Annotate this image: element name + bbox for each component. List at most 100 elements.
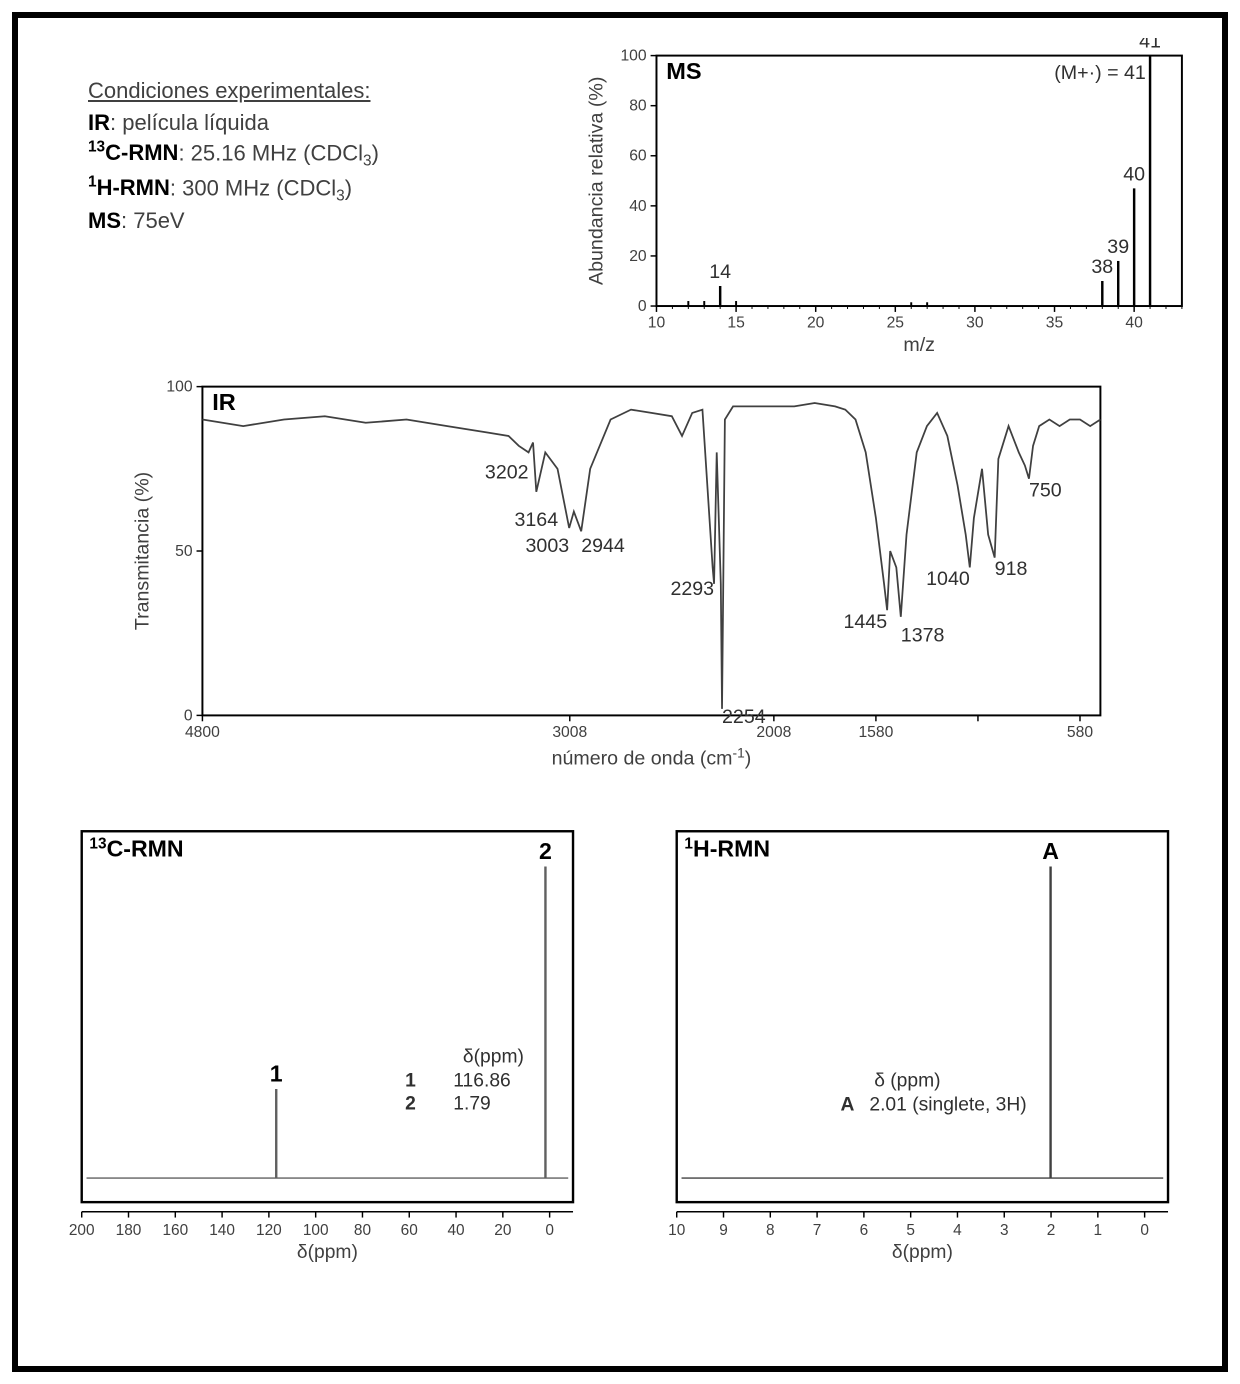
cond-ir-label: IR [88,110,110,135]
svg-text:160: 160 [162,1222,188,1239]
svg-text:1: 1 [405,1071,416,1092]
svg-text:0: 0 [545,1222,554,1239]
svg-text:14: 14 [710,261,732,283]
svg-text:A: A [840,1095,854,1116]
cond-ms-label: MS [88,208,121,233]
cond-ms: MS: 75eV [88,208,553,234]
svg-text:2293: 2293 [671,578,715,600]
ir-panel: 0501004800300820081580580320231643003294… [119,368,1120,788]
cond-ir-value: : película líquida [110,110,269,135]
svg-text:2944: 2944 [582,535,626,557]
svg-text:m/z: m/z [904,334,936,356]
conditions-title: Condiciones experimentales: [88,78,553,104]
svg-text:0: 0 [184,707,193,724]
svg-text:Abundancia relativa (%): Abundancia relativa (%) [586,77,608,285]
svg-text:8: 8 [766,1222,775,1239]
svg-text:100: 100 [621,48,647,65]
svg-text:918: 918 [995,558,1028,580]
ir-chart: 0501004800300820081580580320231643003294… [119,368,1120,788]
h1-chart: 109876543210A1H-RMNδ (ppm)A2.01 (singlet… [643,808,1192,1288]
svg-text:140: 140 [209,1222,235,1239]
cond-ms-value: : 75eV [121,208,185,233]
h1-panel: 109876543210A1H-RMNδ (ppm)A2.01 (singlet… [643,808,1192,1288]
svg-text:100: 100 [167,379,193,396]
svg-text:120: 120 [256,1222,282,1239]
svg-text:40: 40 [447,1222,464,1239]
svg-text:30: 30 [967,315,985,332]
svg-text:2.01 (singlete, 3H): 2.01 (singlete, 3H) [869,1095,1026,1116]
svg-text:50: 50 [176,543,194,560]
svg-text:38: 38 [1092,256,1114,278]
svg-text:δ(ppm): δ(ppm) [892,1242,953,1263]
svg-text:41: 41 [1140,38,1162,53]
svg-text:3164: 3164 [515,509,559,531]
bottom-row: 2001801601401201008060402001213C-RMNδ(pp… [38,808,1202,1288]
svg-text:1: 1 [270,1060,283,1086]
svg-text:2254: 2254 [723,706,767,728]
cond-ir: IR: película líquida [88,110,553,136]
svg-text:5: 5 [906,1222,915,1239]
cond-c13-post: ) [372,140,379,165]
c13-panel: 2001801601401201008060402001213C-RMNδ(pp… [48,808,597,1288]
cond-h1-sub: 3 [336,187,345,204]
svg-text:39: 39 [1108,236,1130,258]
cond-c13: 13C-RMN: 25.16 MHz (CDCl3) [88,139,553,171]
svg-text:40: 40 [1126,315,1144,332]
ms-panel: 020406080100101520253035401438394041MS(M… [573,38,1202,358]
cond-c13-sup: 13 [88,139,105,156]
outer-frame: Condiciones experimentales: IR: película… [12,12,1228,1372]
svg-text:20: 20 [494,1222,511,1239]
svg-text:180: 180 [116,1222,142,1239]
svg-text:1H-RMN: 1H-RMN [684,835,770,862]
svg-text:9: 9 [719,1222,728,1239]
svg-text:1445: 1445 [844,611,888,633]
svg-text:3202: 3202 [485,462,529,484]
svg-text:80: 80 [630,98,648,115]
svg-text:6: 6 [859,1222,868,1239]
cond-h1-label: H-RMN [97,175,170,200]
svg-text:3003: 3003 [526,535,570,557]
svg-text:Transmitancia (%): Transmitancia (%) [132,472,154,630]
cond-c13-label: C-RMN [105,140,178,165]
svg-text:35: 35 [1046,315,1064,332]
svg-text:13C-RMN: 13C-RMN [89,835,183,862]
svg-text:IR: IR [213,389,237,415]
svg-text:40: 40 [1124,163,1146,185]
svg-text:(M+·) = 41: (M+·) = 41 [1055,62,1147,84]
svg-text:750: 750 [1029,479,1062,501]
svg-text:40: 40 [630,198,648,215]
cond-c13-sub: 3 [363,153,372,170]
svg-text:δ (ppm): δ (ppm) [874,1071,940,1092]
svg-text:15: 15 [728,315,746,332]
cond-h1-value: : 300 MHz (CDCl [170,175,336,200]
svg-text:4800: 4800 [185,724,220,741]
c13-chart: 2001801601401201008060402001213C-RMNδ(pp… [48,808,597,1288]
svg-text:A: A [1042,838,1059,864]
cond-h1: 1H-RMN: 300 MHz (CDCl3) [88,174,553,206]
svg-text:100: 100 [303,1222,329,1239]
page: Condiciones experimentales: IR: película… [0,0,1240,1384]
svg-text:1378: 1378 [901,624,945,646]
cond-h1-post: ) [345,175,352,200]
svg-text:60: 60 [630,148,648,165]
svg-text:2: 2 [405,1094,416,1115]
ms-chart: 020406080100101520253035401438394041MS(M… [573,38,1202,358]
svg-text:2: 2 [1047,1222,1056,1239]
svg-text:10: 10 [648,315,666,332]
svg-text:3: 3 [1000,1222,1009,1239]
svg-text:200: 200 [69,1222,95,1239]
top-row: Condiciones experimentales: IR: película… [38,38,1202,358]
cond-c13-value: : 25.16 MHz (CDCl [178,140,363,165]
svg-text:δ(ppm): δ(ppm) [297,1242,358,1263]
svg-text:7: 7 [813,1222,822,1239]
svg-text:4: 4 [953,1222,962,1239]
svg-text:80: 80 [354,1222,371,1239]
svg-text:1.79: 1.79 [453,1094,490,1115]
svg-text:25: 25 [887,315,905,332]
cond-h1-sup: 1 [88,174,97,191]
svg-text:1580: 1580 [859,724,894,741]
svg-text:0: 0 [638,298,647,315]
svg-text:20: 20 [807,315,825,332]
svg-text:MS: MS [667,58,702,84]
svg-text:10: 10 [668,1222,685,1239]
